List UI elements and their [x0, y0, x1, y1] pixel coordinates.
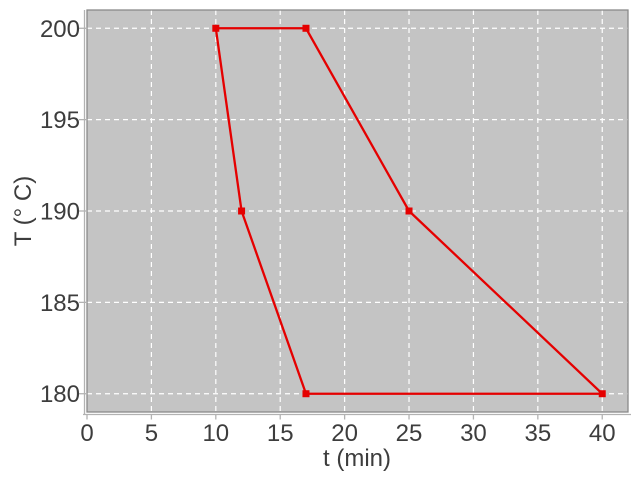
data-point-40-180 [598, 390, 606, 398]
y-tick-label: 185 [40, 290, 80, 317]
x-tick-label: 5 [145, 420, 158, 447]
y-axis-label: T (° C) [10, 176, 37, 246]
plot-border [86, 9, 629, 413]
y-tick-label: 190 [40, 199, 80, 226]
y-tick-label: 180 [40, 381, 80, 408]
x-tick-label: 15 [267, 420, 294, 447]
x-tick-label: 25 [396, 420, 423, 447]
x-tick-label: 30 [460, 420, 487, 447]
x-axis-label: t (min) [323, 445, 391, 472]
x-tick-label: 35 [524, 420, 551, 447]
x-tick-label: 0 [80, 420, 93, 447]
y-tick-label: 200 [40, 16, 80, 43]
data-point-17-180 [302, 390, 310, 398]
data-point-25-190 [405, 207, 413, 215]
x-tick-label: 40 [589, 420, 616, 447]
y-tick-label: 195 [40, 107, 80, 134]
data-point-10-200 [212, 24, 220, 32]
data-point-17-200 [302, 24, 310, 32]
x-tick-label: 10 [202, 420, 229, 447]
data-point-12-190 [238, 207, 246, 215]
x-tick-label: 20 [331, 420, 358, 447]
